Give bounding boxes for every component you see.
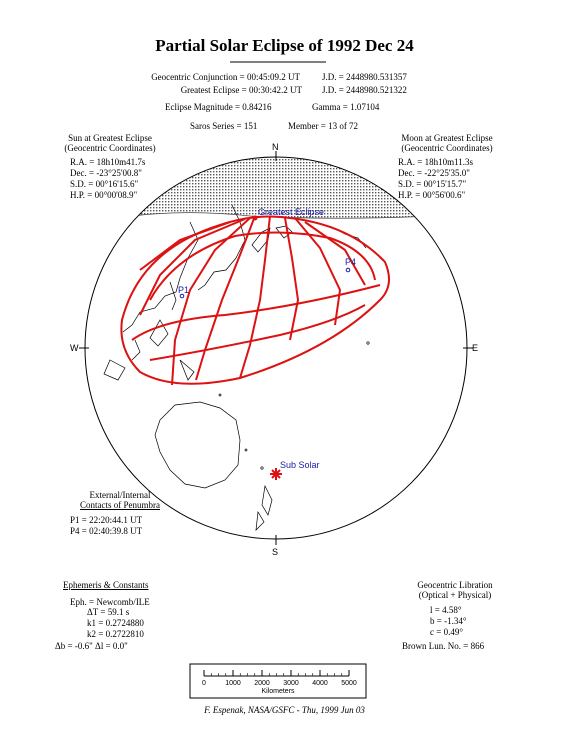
compass-west: W (70, 343, 79, 353)
moon-sd: S.D. = 00°15'15.7" (398, 179, 467, 189)
sun-heading: Sun at Greatest Eclipse (68, 133, 152, 143)
libration-heading: Geocentric Libration (417, 580, 493, 590)
moon-heading: Moon at Greatest Eclipse (401, 133, 493, 143)
sun-ra: R.A. = 18h10m41.7s (70, 157, 146, 167)
ephemeris-heading: Ephemeris & Constants (63, 580, 149, 590)
contacts-subheading: Contacts of Penumbra (80, 500, 160, 510)
p1-marker (179, 293, 185, 299)
moon-hp: H.P. = 00°56'00.6" (398, 190, 466, 200)
libration-l: l = 4.58° (430, 605, 462, 615)
p4-label: P4 (345, 257, 356, 267)
sub-solar-label: Sub Solar (280, 460, 320, 470)
scale-tick-label: 1000 (225, 680, 241, 687)
moon-dec: Dec. = -22°25'35.0" (398, 168, 470, 178)
contact-p1: P1 = 22:20:44.1 UT (70, 515, 143, 525)
scale-tick-label: 5000 (341, 680, 357, 687)
greatest-eclipse-text: Greatest Eclipse = 00:30:42.2 UT (180, 85, 302, 95)
ephemeris-eph: Eph. = Newcomb/ILE (70, 597, 150, 607)
p4-marker (345, 267, 351, 273)
scale-tick-label: 4000 (312, 680, 328, 687)
moon-subheading: (Geocentric Coordinates) (401, 143, 493, 153)
contacts-heading: External/Internal (89, 490, 151, 500)
scale-unit: Kilometers (261, 688, 295, 695)
libration-subheading: (Optical + Physical) (418, 590, 492, 600)
scale-bar (189, 663, 367, 699)
gamma-text: Gamma = 1.07104 (312, 102, 380, 112)
sun-sd: S.D. = 00°16'15.6" (70, 179, 139, 189)
brown-lunation: Brown Lun. No. = 866 (402, 641, 485, 651)
night-region (85, 157, 467, 230)
sun-hp: H.P. = 00°00'08.9" (70, 190, 138, 200)
moon-ra: R.A. = 18h10m11.3s (398, 157, 473, 167)
ephemeris-k1: k1 = 0.2724880 (87, 618, 144, 628)
greatest-eclipse-jd: J.D. = 2448980.521322 (322, 85, 407, 95)
sun-subheading: (Geocentric Coordinates) (64, 143, 156, 153)
greatest-eclipse-label: Greatest Eclipse (258, 207, 324, 217)
ephemeris-delta-t: ΔT = 59.1 s (87, 607, 130, 617)
compass-ticks (79, 151, 473, 545)
ephemeris-delta-b: Δb = -0.6" Δl = 0.0" (55, 641, 128, 651)
sub-solar-marker (270, 468, 282, 480)
scale-tick-label: 0 (202, 680, 206, 687)
scale-tick-label: 2000 (254, 680, 270, 687)
page-title: Partial Solar Eclipse of 1992 Dec 24 (155, 36, 414, 55)
magnitude-text: Eclipse Magnitude = 0.84216 (165, 102, 272, 112)
ephemeris-k2: k2 = 0.2722810 (87, 629, 144, 639)
member-text: Member = 13 of 72 (288, 121, 359, 131)
conjunction-jd: J.D. = 2448980.531357 (322, 72, 407, 82)
compass-east: E (472, 343, 478, 353)
contact-p4: P4 = 02:40:39.8 UT (70, 526, 143, 536)
credit-line: F. Espenak, NASA/GSFC - Thu, 1999 Jun 03 (204, 705, 365, 715)
scale-tick-label: 3000 (283, 680, 299, 687)
compass-south: S (272, 547, 278, 557)
sun-dec: Dec. = -23°25'00.8" (70, 168, 142, 178)
saros-text: Saros Series = 151 (190, 121, 258, 131)
libration-b: b = -1.34° (430, 616, 467, 626)
greatest-eclipse-marker (252, 215, 258, 221)
libration-c: c = 0.49° (430, 627, 463, 637)
compass-north: N (272, 142, 279, 152)
conjunction-text: Geocentric Conjunction = 00:45:09.2 UT (151, 72, 300, 82)
coastlines (103, 204, 370, 531)
penumbra-contours (120, 215, 390, 386)
p1-label: P1 (178, 285, 189, 295)
